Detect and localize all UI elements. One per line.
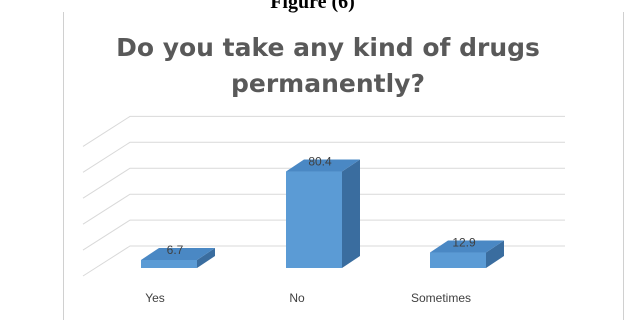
bar-top-face (430, 240, 504, 253)
bar-side-face (342, 159, 360, 268)
bar-sometimes (430, 240, 504, 268)
gridline-80 (82, 141, 565, 173)
bar-no (286, 159, 360, 268)
gridlines (82, 115, 565, 277)
bar-side-face (486, 240, 504, 268)
data-label-yes: 6.7 (167, 243, 184, 257)
category-label-no: No (289, 291, 305, 305)
bars (141, 159, 504, 268)
category-labels: Yes No Sometimes (145, 291, 471, 305)
chart-title: Do you take any kind of drugs permanentl… (116, 33, 540, 98)
bar-top-face (141, 247, 215, 260)
category-label-sometimes: Sometimes (411, 291, 471, 305)
bar-front-face (141, 259, 197, 268)
gridline-20 (82, 219, 565, 251)
data-labels: 6.7 80.4 12.9 (167, 155, 476, 257)
bar-yes (141, 247, 215, 268)
gridline-100 (82, 115, 565, 147)
bar-front-face (430, 252, 486, 268)
category-label-yes: Yes (145, 291, 165, 305)
gridline-0 (82, 245, 565, 277)
figure-caption: Figure (6) (270, 0, 355, 13)
data-label-sometimes: 12.9 (452, 236, 476, 250)
bar-top-face (286, 159, 360, 172)
chart-title-line-1: Do you take any kind of drugs (116, 33, 540, 62)
gridline-60 (82, 167, 565, 199)
bar-front-face (286, 171, 342, 268)
chart-frame (63, 12, 624, 320)
gridline-40 (82, 193, 565, 225)
bar-side-face (197, 247, 215, 268)
data-label-no: 80.4 (308, 155, 332, 169)
chart-title-line-2: permanently? (231, 69, 425, 98)
